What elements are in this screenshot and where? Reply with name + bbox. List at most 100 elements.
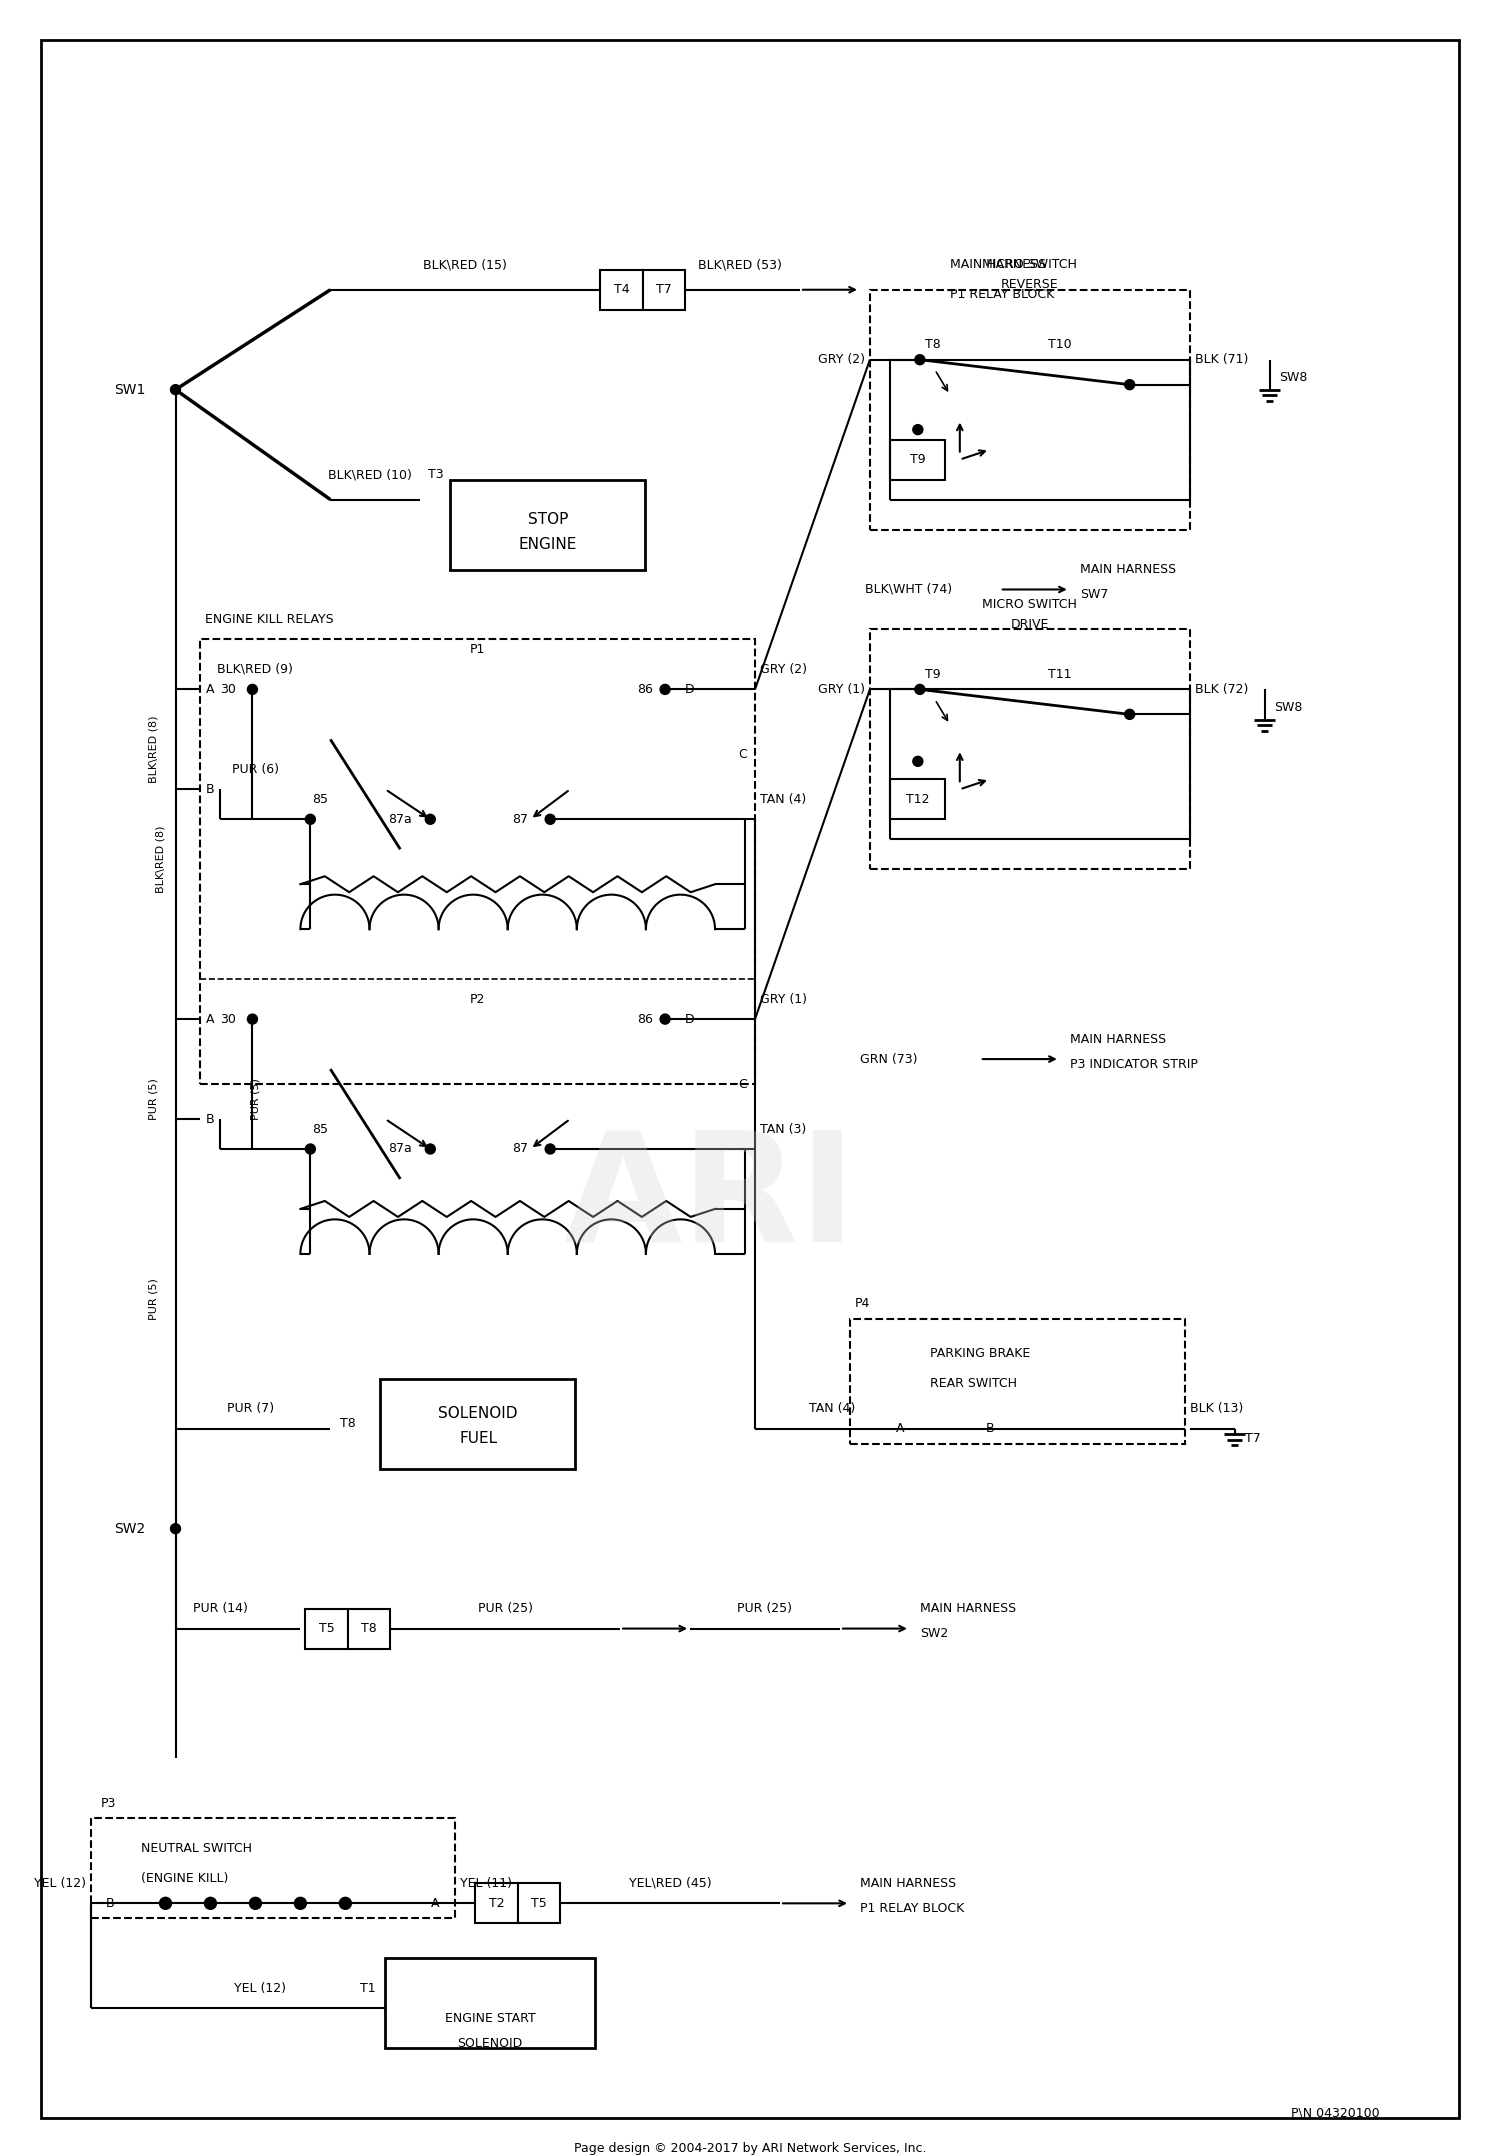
Text: SW8: SW8 bbox=[1275, 701, 1304, 714]
Circle shape bbox=[248, 683, 258, 694]
Text: C: C bbox=[738, 748, 747, 761]
Bar bbox=[870, 630, 1190, 869]
Text: BLK\RED (9): BLK\RED (9) bbox=[217, 662, 294, 677]
Bar bbox=[890, 778, 945, 819]
Bar bbox=[890, 440, 945, 479]
Bar bbox=[476, 1884, 518, 1923]
Text: PUR (25): PUR (25) bbox=[738, 1602, 792, 1615]
Text: ENGINE: ENGINE bbox=[519, 537, 578, 552]
Circle shape bbox=[171, 1524, 180, 1533]
Text: P\N 04320100: P\N 04320100 bbox=[1292, 2106, 1380, 2119]
Bar bbox=[348, 1608, 390, 1649]
Text: BLK\RED (8): BLK\RED (8) bbox=[148, 716, 159, 783]
Circle shape bbox=[915, 356, 926, 364]
Text: SOLENOID: SOLENOID bbox=[438, 1406, 518, 1421]
Bar bbox=[386, 1958, 596, 2048]
Text: A: A bbox=[430, 1897, 439, 1910]
Text: D: D bbox=[686, 1013, 694, 1026]
Text: T7: T7 bbox=[1245, 1432, 1260, 1445]
Circle shape bbox=[171, 384, 180, 395]
Text: PUR (14): PUR (14) bbox=[194, 1602, 248, 1615]
Circle shape bbox=[339, 1897, 351, 1910]
Text: B: B bbox=[206, 783, 214, 796]
Text: P3: P3 bbox=[100, 1796, 116, 1809]
Text: T2: T2 bbox=[489, 1897, 504, 1910]
Text: B: B bbox=[986, 1423, 994, 1436]
Text: 86: 86 bbox=[638, 683, 652, 696]
Text: P2: P2 bbox=[470, 992, 484, 1005]
Text: T3: T3 bbox=[429, 468, 444, 481]
Text: Page design © 2004-2017 by ARI Network Services, Inc.: Page design © 2004-2017 by ARI Network S… bbox=[573, 2141, 926, 2154]
Text: PUR (6): PUR (6) bbox=[232, 763, 279, 776]
Text: BLK\RED (8): BLK\RED (8) bbox=[156, 826, 165, 893]
Text: A: A bbox=[206, 683, 214, 696]
Circle shape bbox=[914, 425, 922, 436]
Text: STOP: STOP bbox=[528, 511, 568, 526]
Text: 86: 86 bbox=[638, 1013, 652, 1026]
Circle shape bbox=[1125, 709, 1134, 720]
Text: C: C bbox=[738, 1078, 747, 1091]
Text: D: D bbox=[686, 683, 694, 696]
Text: B: B bbox=[106, 1897, 116, 1910]
Text: BLK (72): BLK (72) bbox=[1194, 683, 1248, 696]
Circle shape bbox=[1125, 379, 1134, 390]
Text: GRY (1): GRY (1) bbox=[818, 683, 866, 696]
Text: TAN (4): TAN (4) bbox=[760, 793, 806, 806]
Text: PUR (7): PUR (7) bbox=[226, 1401, 274, 1414]
Bar bbox=[306, 1608, 348, 1649]
Text: 87a: 87a bbox=[388, 1143, 412, 1156]
Text: SW2: SW2 bbox=[114, 1522, 146, 1535]
Text: BLK (71): BLK (71) bbox=[1194, 354, 1248, 367]
Text: ENGINE KILL RELAYS: ENGINE KILL RELAYS bbox=[206, 612, 334, 625]
Text: A: A bbox=[896, 1423, 904, 1436]
Text: MICRO SWITCH: MICRO SWITCH bbox=[982, 597, 1077, 610]
Text: T9: T9 bbox=[910, 453, 926, 466]
Text: GRY (1): GRY (1) bbox=[760, 992, 807, 1005]
Bar bbox=[90, 1818, 456, 1919]
Text: SW2: SW2 bbox=[920, 1628, 948, 1641]
Bar bbox=[600, 270, 642, 310]
Text: T7: T7 bbox=[656, 282, 672, 295]
Text: YEL (11): YEL (11) bbox=[460, 1878, 513, 1891]
Circle shape bbox=[660, 683, 670, 694]
Text: ARI: ARI bbox=[564, 1125, 856, 1274]
Text: MAIN HARNESS: MAIN HARNESS bbox=[920, 1602, 1016, 1615]
Bar bbox=[642, 270, 686, 310]
Text: P1 RELAY BLOCK: P1 RELAY BLOCK bbox=[859, 1902, 964, 1915]
Text: FUEL: FUEL bbox=[459, 1432, 498, 1447]
Circle shape bbox=[306, 815, 315, 824]
Text: 85: 85 bbox=[312, 793, 328, 806]
Bar bbox=[850, 1319, 1185, 1445]
Text: REVERSE: REVERSE bbox=[1000, 278, 1059, 291]
Text: DRIVE: DRIVE bbox=[1011, 619, 1048, 632]
Text: P4: P4 bbox=[855, 1298, 870, 1311]
Text: 87a: 87a bbox=[388, 813, 412, 826]
Text: PUR (25): PUR (25) bbox=[477, 1602, 532, 1615]
Bar bbox=[201, 640, 754, 1084]
Circle shape bbox=[159, 1897, 171, 1910]
Text: MICRO SWITCH: MICRO SWITCH bbox=[982, 259, 1077, 272]
Text: 87: 87 bbox=[512, 1143, 528, 1156]
Circle shape bbox=[915, 683, 926, 694]
Bar bbox=[518, 1884, 560, 1923]
Text: NEUTRAL SWITCH: NEUTRAL SWITCH bbox=[141, 1841, 252, 1854]
Text: T11: T11 bbox=[1048, 668, 1071, 681]
Circle shape bbox=[248, 1013, 258, 1024]
Text: P3 INDICATOR STRIP: P3 INDICATOR STRIP bbox=[1070, 1059, 1197, 1072]
Text: T12: T12 bbox=[906, 793, 930, 806]
Text: (ENGINE KILL): (ENGINE KILL) bbox=[141, 1871, 228, 1884]
Text: BLK\RED (10): BLK\RED (10) bbox=[328, 468, 412, 481]
Text: 87: 87 bbox=[512, 813, 528, 826]
Text: T8: T8 bbox=[340, 1416, 356, 1429]
Text: TAN (4): TAN (4) bbox=[808, 1401, 855, 1414]
Text: MAIN HARNESS: MAIN HARNESS bbox=[1070, 1033, 1166, 1046]
Text: T8: T8 bbox=[362, 1621, 376, 1634]
Circle shape bbox=[204, 1897, 216, 1910]
Bar bbox=[381, 1380, 574, 1468]
Text: T4: T4 bbox=[614, 282, 628, 295]
Text: SW8: SW8 bbox=[1280, 371, 1308, 384]
Text: YEL\RED (45): YEL\RED (45) bbox=[628, 1878, 711, 1891]
Text: TAN (3): TAN (3) bbox=[760, 1123, 806, 1136]
Circle shape bbox=[294, 1897, 306, 1910]
Text: SOLENOID: SOLENOID bbox=[458, 2037, 524, 2050]
